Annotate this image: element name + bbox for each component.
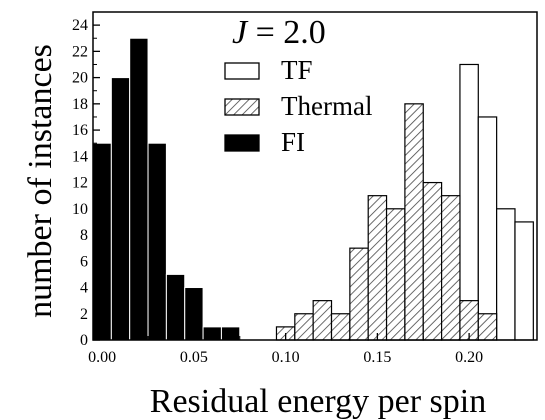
bar-tf-10	[514, 221, 534, 341]
bar-fi-5	[184, 287, 204, 341]
y-tick-label-10: 10	[72, 201, 88, 218]
y-tick-label-0: 0	[80, 332, 88, 349]
legend: TF Thermal FI	[224, 55, 372, 157]
y-axis-title: number of instances	[22, 44, 59, 318]
annotation-value: = 2.0	[247, 14, 326, 51]
y-tick-label-14: 14	[72, 148, 88, 165]
legend-label-thermal: Thermal	[281, 91, 372, 121]
legend-swatch-fi	[224, 134, 260, 152]
x-axis-ticks: 0.00 0.05 0.10 0.15 0.20	[88, 333, 516, 366]
y-tick-label-20: 20	[72, 70, 88, 87]
bar-fi-2	[129, 37, 149, 341]
x-tick-label-0.20: 0.20	[455, 349, 483, 366]
legend-swatch-thermal	[224, 98, 260, 116]
bar-tf-8	[477, 116, 498, 341]
legend-swatch-tf	[224, 62, 260, 80]
x-tick-label-0.10: 0.10	[272, 349, 300, 366]
bar-thermal-5	[367, 195, 388, 341]
bar-fi-3	[147, 142, 167, 341]
bar-thermal-4	[349, 247, 369, 341]
y-tick-label-12: 12	[72, 175, 88, 192]
y-tick-label-8: 8	[80, 227, 88, 244]
bar-thermal-7	[404, 103, 424, 341]
plot-frame	[92, 11, 538, 341]
bar-thermal-11	[477, 313, 498, 341]
bar-thermal-9	[440, 195, 461, 341]
y-tick-label-22: 22	[72, 43, 88, 60]
annotation-symbol: J	[232, 14, 249, 51]
bar-tf-9	[496, 208, 516, 341]
bar-tf-7	[459, 63, 479, 341]
x-axis-title: Residual energy per spin	[150, 383, 486, 420]
y-tick-label-18: 18	[72, 96, 88, 113]
y-tick-label-16: 16	[72, 122, 88, 139]
y-tick-label-4: 4	[80, 280, 88, 297]
y-tick-label-6: 6	[80, 253, 88, 270]
bar-thermal-2	[312, 300, 333, 341]
bar-thermal-6	[385, 208, 406, 341]
bar-fi-6	[202, 326, 222, 341]
bar-fi-1	[110, 77, 131, 341]
x-tick-label-0.05: 0.05	[180, 349, 208, 366]
y-tick-label-2: 2	[80, 306, 88, 323]
bar-thermal-8	[422, 181, 443, 341]
x-tick-label-0.00: 0.00	[88, 349, 116, 366]
bar-fi-0	[92, 142, 112, 341]
bar-thermal-3	[330, 313, 351, 341]
bar-fi-4	[165, 273, 186, 341]
bar-thermal-1	[294, 313, 314, 341]
x-tick-label-0.15: 0.15	[363, 349, 391, 366]
y-tick-label-24: 24	[72, 17, 88, 34]
legend-label-fi: FI	[281, 127, 305, 157]
bars-layer	[92, 37, 534, 341]
legend-label-tf: TF	[281, 55, 313, 85]
parameter-annotation: J = 2.0	[232, 14, 326, 51]
bar-fi-7	[220, 326, 241, 341]
